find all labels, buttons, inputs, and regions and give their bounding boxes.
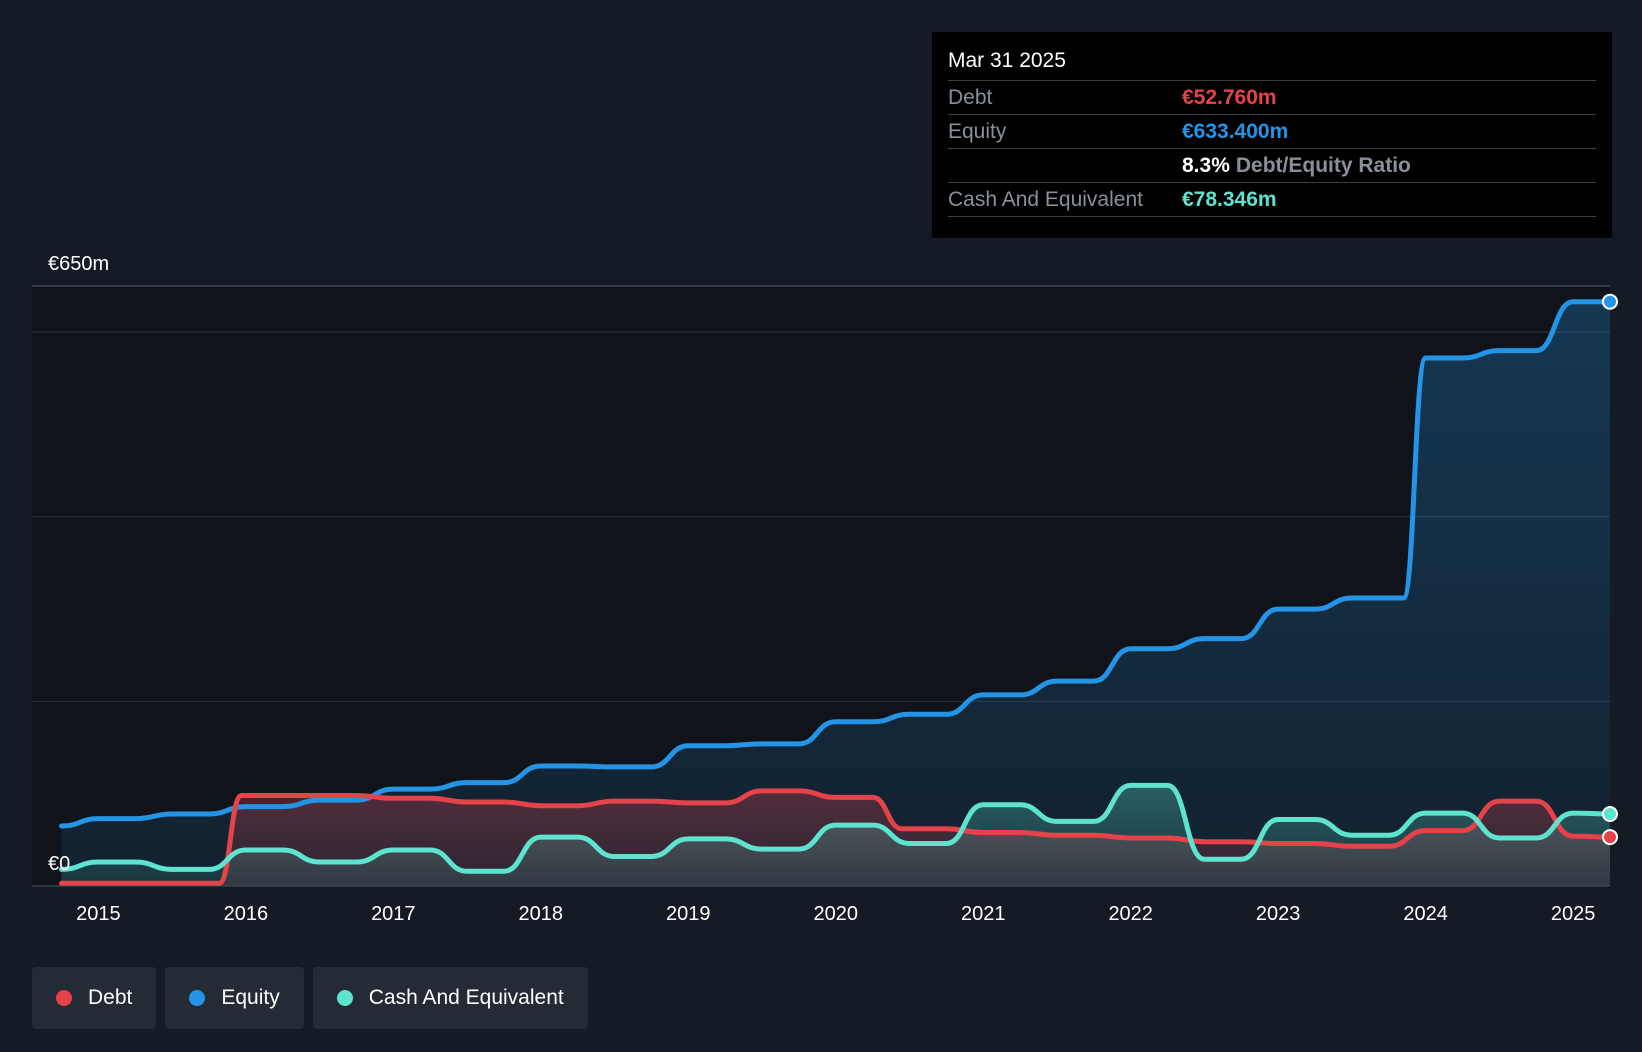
legend-item-equity[interactable]: Equity — [165, 967, 304, 1029]
legend-equity-dot-icon — [189, 990, 206, 1006]
legend-cash-label: Cash And Equivalent — [368, 986, 564, 1009]
marker-equity[interactable] — [1602, 293, 1618, 310]
x-tick-label: 2016 — [224, 903, 269, 925]
tooltip-equity-label: Equity — [948, 120, 1007, 143]
x-tick-label: 2023 — [1256, 903, 1301, 925]
legend-cash-dot-icon — [336, 990, 353, 1006]
y-axis-top-label: €650m — [48, 253, 109, 275]
x-tick-label: 2017 — [371, 903, 416, 925]
tooltip-equity-value: €633.400m — [1182, 120, 1289, 143]
x-tick-label: 2019 — [666, 903, 711, 925]
tooltip-row-ratio: 8.3% Debt/Equity Ratio — [948, 148, 1596, 183]
series-lines — [58, 299, 1613, 886]
tooltip-debt-value: €52.760m — [1182, 86, 1277, 109]
x-tick-label: 2025 — [1551, 903, 1596, 925]
x-tick-label: 2021 — [961, 903, 1006, 925]
x-tick-label: 2022 — [1108, 903, 1153, 925]
legend: Debt Equity Cash And Equivalent — [32, 967, 588, 1029]
x-tick-label: 2020 — [813, 903, 858, 925]
tooltip: Mar 31 2025 Debt €52.760m Equity €633.40… — [932, 32, 1612, 238]
line-equity — [58, 299, 1613, 829]
legend-item-debt[interactable]: Debt — [32, 967, 157, 1029]
legend-debt-label: Debt — [88, 986, 133, 1009]
marker-debt[interactable] — [1602, 829, 1618, 846]
tooltip-cash-label: Cash And Equivalent — [948, 188, 1143, 211]
x-tick-label: 2024 — [1403, 903, 1448, 925]
marker-cash-and-equivalent[interactable] — [1602, 806, 1618, 822]
tooltip-date: Mar 31 2025 — [948, 46, 1596, 81]
x-tick-label: 2015 — [76, 903, 121, 925]
grid-lines — [32, 285, 1610, 702]
tooltip-row-debt: Debt €52.760m — [948, 81, 1596, 115]
tooltip-debt-label: Debt — [948, 86, 993, 109]
legend-debt-dot-icon — [56, 990, 72, 1006]
legend-item-cash[interactable]: Cash And Equivalent — [312, 967, 588, 1029]
series-end-markers — [1602, 293, 1618, 846]
x-axis-ticks: 2015 2016 2017 2018 2019 2020 2021 2022 2023 2024… — [76, 903, 1595, 925]
y-axis-bottom-label: €0 — [48, 853, 70, 875]
tooltip-ratio-label: Debt/Equity Ratio — [1235, 154, 1411, 177]
tooltip-row-cash: Cash And Equivalent €78.346m — [948, 183, 1596, 217]
area-equity — [61, 301, 1610, 886]
line-debt — [58, 788, 1613, 886]
line-cash-and-equivalent — [58, 782, 1613, 874]
legend-equity-label: Equity — [221, 986, 280, 1009]
tooltip-cash-value: €78.346m — [1182, 188, 1277, 211]
tooltip-row-equity: Equity €633.400m — [948, 115, 1596, 148]
x-tick-label: 2018 — [519, 903, 564, 925]
tooltip-ratio-value: 8.3% — [1182, 154, 1230, 177]
